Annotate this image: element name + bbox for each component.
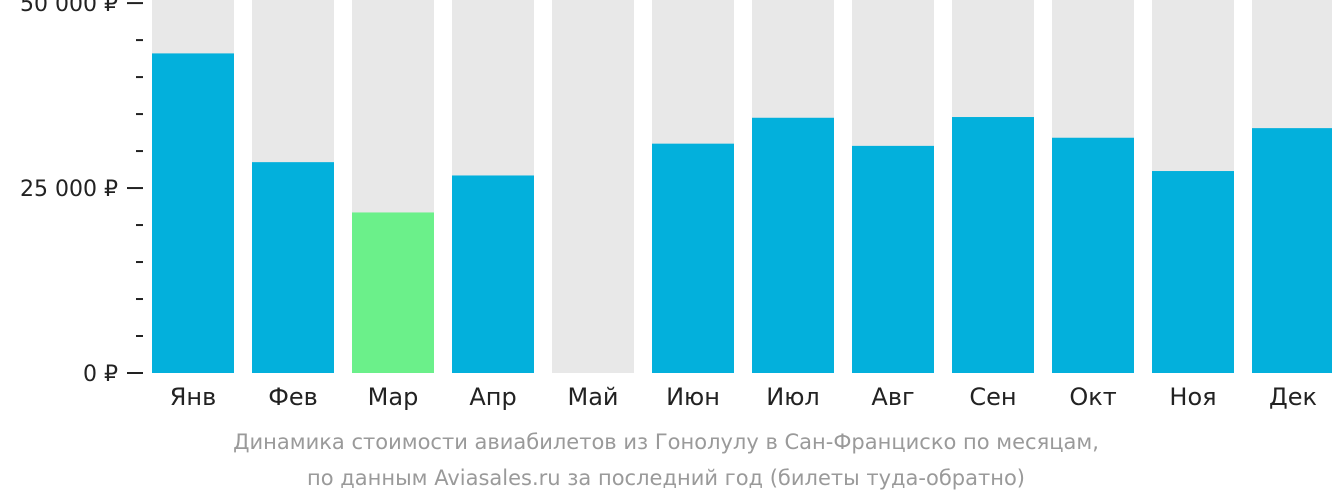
- y-tick-label: 0 ₽: [83, 362, 118, 387]
- x-tick-label: Окт: [1069, 383, 1116, 411]
- bar-12[interactable]: [1252, 128, 1332, 373]
- bar-9[interactable]: [952, 117, 1034, 373]
- x-tick-label: Ноя: [1169, 383, 1216, 411]
- x-tick-label: Июн: [666, 383, 720, 411]
- background-column: [552, 0, 634, 373]
- x-tick-label: Июл: [766, 383, 820, 411]
- bar-10[interactable]: [1052, 137, 1134, 373]
- bar-2[interactable]: [252, 162, 334, 373]
- y-tick-label: 25 000 ₽: [20, 177, 118, 202]
- x-tick-label: Авг: [871, 383, 914, 411]
- bar-8[interactable]: [852, 145, 934, 373]
- bar-1[interactable]: [152, 53, 234, 374]
- x-axis-labels: Янв Фев Мар Апр Май Июн Июл Авг Сен Окт Ноя Дек: [170, 383, 1317, 411]
- bar-11[interactable]: [1152, 171, 1234, 373]
- x-tick-label: Дек: [1269, 383, 1317, 411]
- x-tick-label: Сен: [969, 383, 1016, 411]
- y-tick-label: 50 000 ₽: [20, 0, 118, 17]
- caption-line-2: по данным Aviasales.ru за последний год …: [307, 466, 1025, 490]
- x-tick-label: Фев: [268, 383, 318, 411]
- x-tick-label: Мар: [368, 383, 419, 411]
- x-tick-label: Янв: [170, 383, 217, 411]
- bar-7[interactable]: [752, 117, 834, 373]
- x-tick-label: Апр: [469, 383, 516, 411]
- bar-6[interactable]: [652, 143, 734, 373]
- bars: [152, 53, 1332, 374]
- y-axis: 0 ₽ 25 000 ₽ 50 000 ₽: [20, 0, 143, 387]
- caption-line-1: Динамика стоимости авиабилетов из Гонолу…: [233, 430, 1099, 454]
- bar-4[interactable]: [452, 175, 534, 373]
- x-tick-label: Май: [567, 383, 618, 411]
- bar-3[interactable]: [352, 212, 434, 373]
